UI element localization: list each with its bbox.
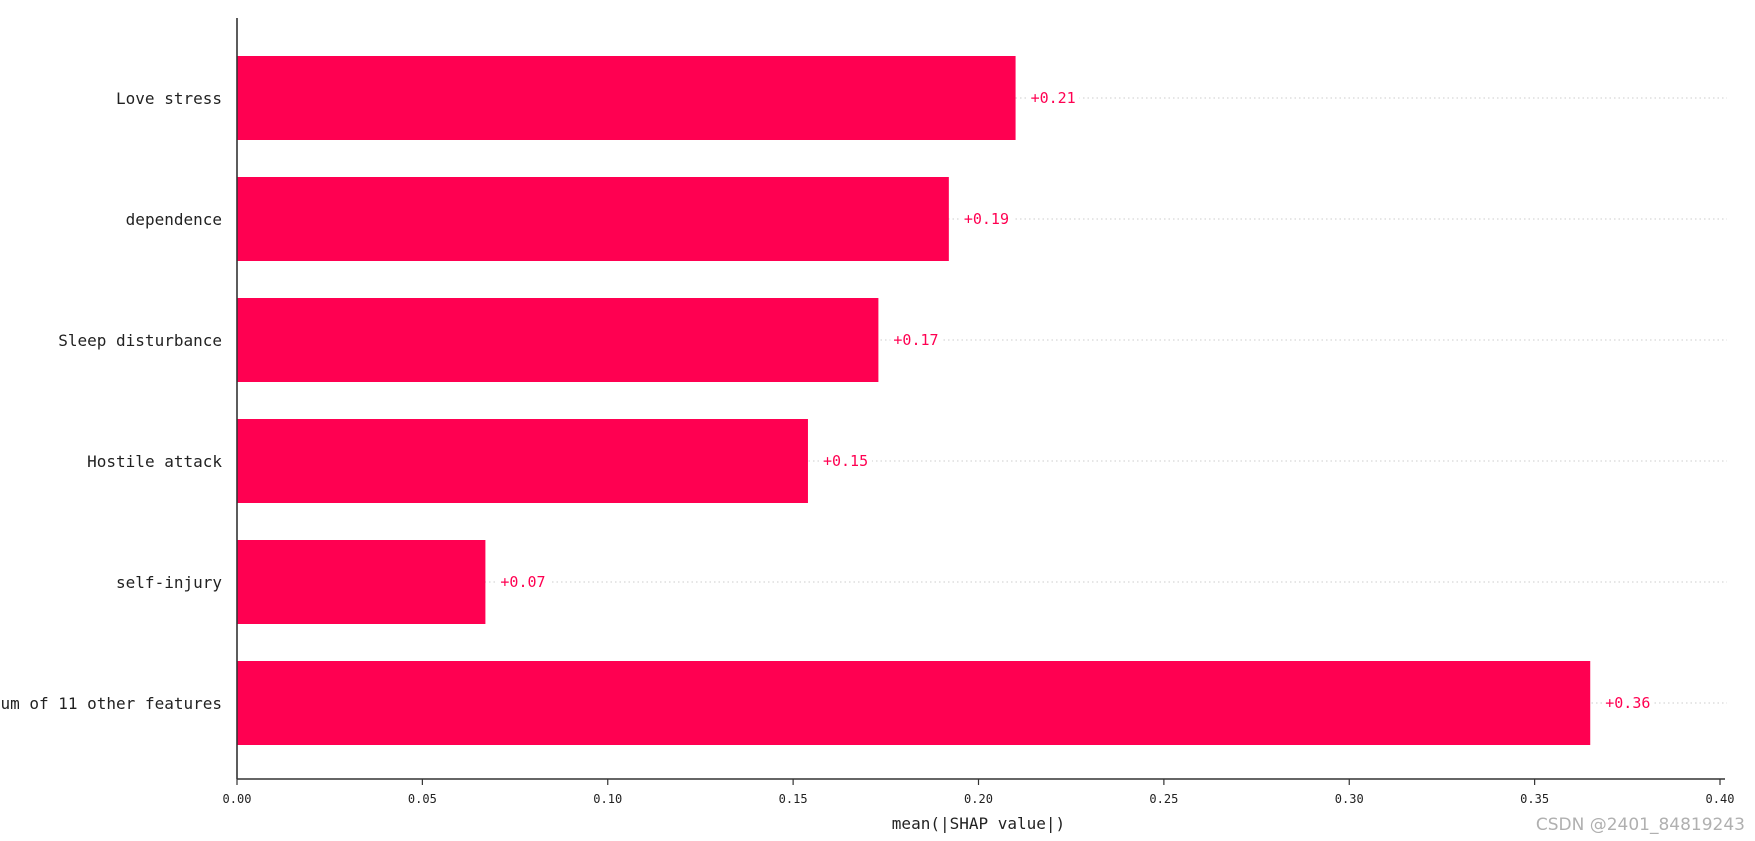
value-label-bg	[1602, 693, 1655, 713]
value-labels: +0.21 +0.19 +0.17 +0.15 +0.07 +0.36	[497, 88, 1655, 713]
value-label: +0.15	[823, 452, 868, 470]
x-tick-label: 0.30	[1335, 792, 1364, 806]
bar	[237, 419, 808, 503]
category-labels: Love stress dependence Sleep disturbance Ho…	[0, 89, 222, 713]
x-tick-label: 0.15	[779, 792, 808, 806]
bars	[237, 56, 1591, 745]
category-label: Hostile attack	[87, 452, 222, 471]
x-tick-label: 0.10	[593, 792, 622, 806]
axes: 0.00 0.05 0.10 0.15 0.20 0.25 0.30 0.35 0.40	[223, 18, 1735, 806]
value-label: +0.36	[1605, 694, 1650, 712]
bar	[237, 177, 949, 261]
value-label: +0.17	[893, 331, 938, 349]
value-label: +0.21	[1031, 89, 1076, 107]
category-label: Love stress	[116, 89, 222, 108]
value-label: +0.19	[964, 210, 1009, 228]
category-label: dependence	[126, 210, 222, 229]
x-axis-title: mean(|SHAP value|)	[892, 814, 1065, 833]
bar	[237, 298, 879, 382]
x-tick-label: 0.00	[223, 792, 252, 806]
value-label-bg	[497, 572, 550, 592]
value-label: +0.07	[500, 573, 545, 591]
value-label-bg	[1027, 88, 1080, 108]
value-label-bg	[819, 451, 872, 471]
category-label: Sum of 11 other features	[0, 694, 222, 713]
value-label-bg	[960, 209, 1013, 229]
x-tick-label: 0.05	[408, 792, 437, 806]
category-label: Sleep disturbance	[58, 331, 222, 350]
x-tick-label: 0.25	[1149, 792, 1178, 806]
value-label-bg	[890, 330, 943, 350]
x-tick-label: 0.40	[1706, 792, 1735, 806]
x-tick-label: 0.35	[1520, 792, 1549, 806]
category-label: self-injury	[116, 573, 222, 592]
bar	[237, 540, 486, 624]
watermark: CSDN @2401_84819243	[1535, 815, 1745, 835]
x-tick-label: 0.20	[964, 792, 993, 806]
bar	[237, 661, 1591, 745]
bar	[237, 56, 1016, 140]
